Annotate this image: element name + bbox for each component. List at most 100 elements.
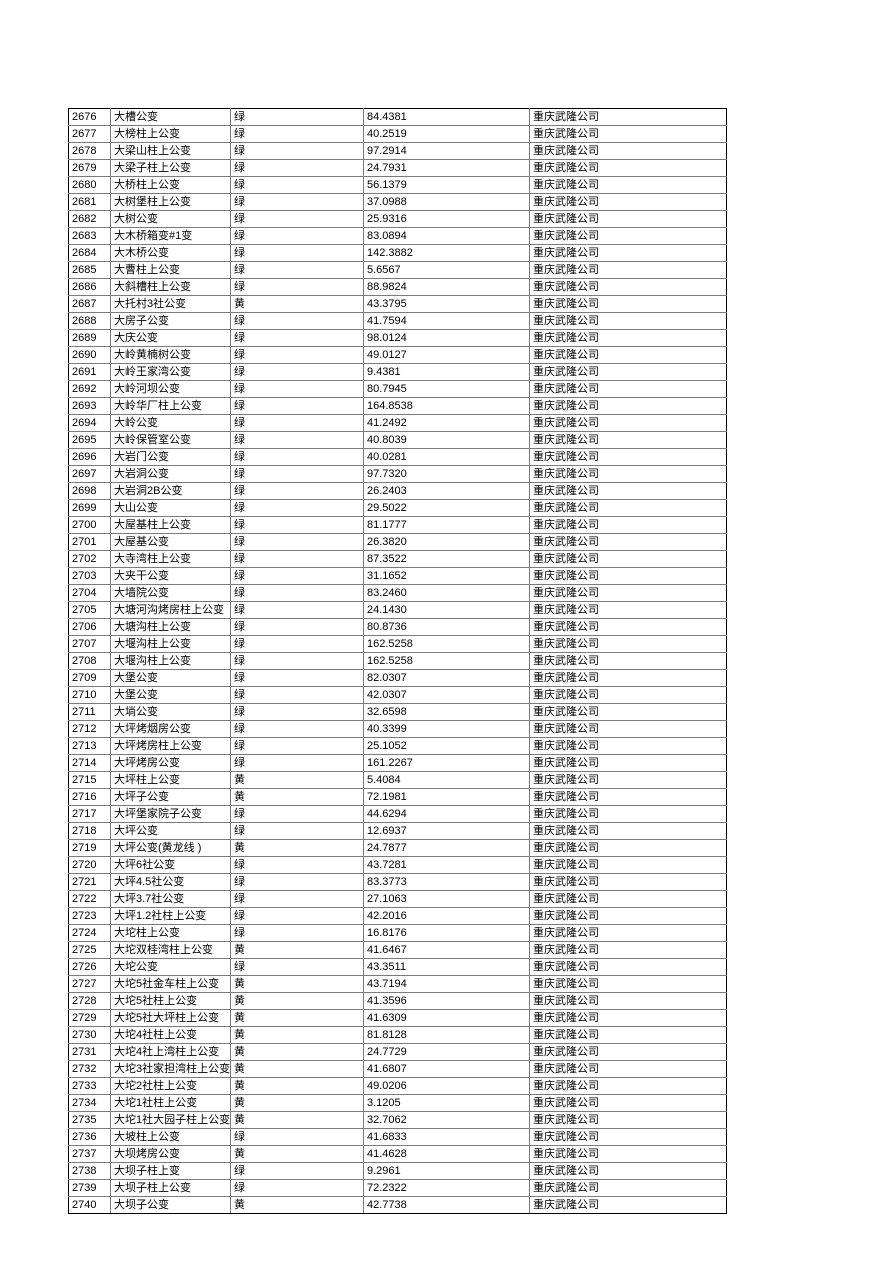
- table-row[interactable]: 2678 大梁山柱上公变绿 97.2914 重庆武隆公司: [68, 142, 727, 160]
- cell-id: 2738: [68, 1162, 111, 1180]
- cell-value: 42.7738: [363, 1196, 530, 1214]
- table-row[interactable]: 2726 大坨公变绿 43.3511 重庆武隆公司: [68, 958, 727, 976]
- table-row[interactable]: 2705 大塘河沟烤房柱上公变绿 24.1430 重庆武隆公司: [68, 601, 727, 619]
- table-row[interactable]: 2735 大坨1社大园子柱上公变黄 32.7062 重庆武隆公司: [68, 1111, 727, 1129]
- cell-organization: 重庆武隆公司: [529, 788, 727, 806]
- table-row[interactable]: 2701 大屋基公变绿 26.3820 重庆武隆公司: [68, 533, 727, 551]
- table-row[interactable]: 2697 大岩洞公变绿 97.7320 重庆武隆公司: [68, 465, 727, 483]
- cell-organization: 重庆武隆公司: [529, 1128, 727, 1146]
- table-row[interactable]: 2686 大斜槽柱上公变绿 88.9824 重庆武隆公司: [68, 278, 727, 296]
- table-row[interactable]: 2734 大坨1社柱上公变黄 3.1205 重庆武隆公司: [68, 1094, 727, 1112]
- table-row[interactable]: 2733 大坨2社柱上公变黄 49.0206 重庆武隆公司: [68, 1077, 727, 1095]
- table-row[interactable]: 2740 大坝子公变黄 42.7738 重庆武隆公司: [68, 1196, 727, 1214]
- cell-id: 2691: [68, 363, 111, 381]
- table-row[interactable]: 2712 大坪烤烟房公变绿 40.3399 重庆武隆公司: [68, 720, 727, 738]
- cell-station-name: 大坨5社大坪柱上公变: [110, 1009, 231, 1027]
- cell-organization: 重庆武隆公司: [529, 278, 727, 296]
- table-row[interactable]: 2680 大桥柱上公变绿 56.1379 重庆武隆公司: [68, 176, 727, 194]
- table-row[interactable]: 2693 大岭华厂柱上公变绿 164.8538 重庆武隆公司: [68, 397, 727, 415]
- table-row[interactable]: 2698 大岩洞2B公变绿 26.2403 重庆武隆公司: [68, 482, 727, 500]
- table-row[interactable]: 2679 大梁子柱上公变绿 24.7931 重庆武隆公司: [68, 159, 727, 177]
- table-row[interactable]: 2727 大坨5社金车柱上公变黄 43.7194 重庆武隆公司: [68, 975, 727, 993]
- table-row[interactable]: 2724 大坨柱上公变绿 16.8176 重庆武隆公司: [68, 924, 727, 942]
- cell-value: 40.8039: [363, 431, 530, 449]
- cell-station-name: 大木桥公变: [110, 244, 231, 262]
- table-row[interactable]: 2707 大堰沟柱上公变绿 162.5258 重庆武隆公司: [68, 635, 727, 653]
- table-row[interactable]: 2723 大坪1.2社柱上公变绿 42.2016 重庆武隆公司: [68, 907, 727, 925]
- table-row[interactable]: 2676 大槽公变绿 84.4381 重庆武隆公司: [68, 108, 727, 126]
- table-row[interactable]: 2719 大坪公变(黄龙线 ) 黄 24.7877 重庆武隆公司: [68, 839, 727, 857]
- table-row[interactable]: 2720 大坪6社公变绿 43.7281 重庆武隆公司: [68, 856, 727, 874]
- cell-color-grade: 绿: [230, 227, 364, 245]
- table-row[interactable]: 2714 大坪烤房公变绿 161.2267 重庆武隆公司: [68, 754, 727, 772]
- table-row[interactable]: 2711 大埫公变绿 32.6598 重庆武隆公司: [68, 703, 727, 721]
- table-row[interactable]: 2700 大屋基柱上公变绿 81.1777 重庆武隆公司: [68, 516, 727, 534]
- cell-id: 2696: [68, 448, 111, 466]
- table-row[interactable]: 2688 大房子公变绿 41.7594 重庆武隆公司: [68, 312, 727, 330]
- cell-organization: 重庆武隆公司: [529, 210, 727, 228]
- table-row[interactable]: 2677 大榜柱上公变绿 40.2519 重庆武隆公司: [68, 125, 727, 143]
- table-row[interactable]: 2722 大坪3.7社公变绿 27.1063 重庆武隆公司: [68, 890, 727, 908]
- table-row[interactable]: 2694 大岭公变绿 41.2492 重庆武隆公司: [68, 414, 727, 432]
- cell-organization: 重庆武隆公司: [529, 108, 727, 126]
- cell-color-grade: 绿: [230, 516, 364, 534]
- table-row[interactable]: 2685 大曹柱上公变绿 5.6567 重庆武隆公司: [68, 261, 727, 279]
- cell-station-name: 大曹柱上公变: [110, 261, 231, 279]
- cell-color-grade: 黄: [230, 1026, 364, 1044]
- table-row[interactable]: 2691 大岭王家湾公变绿 9.4381 重庆武隆公司: [68, 363, 727, 381]
- cell-organization: 重庆武隆公司: [529, 907, 727, 925]
- cell-value: 24.7729: [363, 1043, 530, 1061]
- table-body: 2676 大槽公变绿 84.4381 重庆武隆公司 2677 大榜柱上公变绿 40.2519…: [68, 108, 727, 1214]
- cell-station-name: 大坪堡家院子公变: [110, 805, 231, 823]
- cell-organization: 重庆武隆公司: [529, 839, 727, 857]
- table-row[interactable]: 2703 大夹干公变绿 31.1652 重庆武隆公司: [68, 567, 727, 585]
- table-row[interactable]: 2683 大木桥箱变#1变绿 83.0894 重庆武隆公司: [68, 227, 727, 245]
- table-row[interactable]: 2728 大坨5社柱上公变黄 41.3596 重庆武隆公司: [68, 992, 727, 1010]
- table-row[interactable]: 2737 大坝烤房公变黄 41.4628 重庆武隆公司: [68, 1145, 727, 1163]
- cell-id: 2739: [68, 1179, 111, 1197]
- cell-color-grade: 黄: [230, 788, 364, 806]
- cell-station-name: 大坨柱上公变: [110, 924, 231, 942]
- table-row[interactable]: 2718 大坪公变绿 12.6937 重庆武隆公司: [68, 822, 727, 840]
- table-row[interactable]: 2710 大堡公变绿 42.0307 重庆武隆公司: [68, 686, 727, 704]
- cell-color-grade: 绿: [230, 125, 364, 143]
- table-row[interactable]: 2730 大坨4社柱上公变黄 81.8128 重庆武隆公司: [68, 1026, 727, 1044]
- table-row[interactable]: 2692 大岭河坝公变绿 80.7945 重庆武隆公司: [68, 380, 727, 398]
- table-row[interactable]: 2689 大庆公变绿 98.0124 重庆武隆公司: [68, 329, 727, 347]
- cell-organization: 重庆武隆公司: [529, 142, 727, 160]
- table-row[interactable]: 2721 大坪4.5社公变绿 83.3773 重庆武隆公司: [68, 873, 727, 891]
- table-row[interactable]: 2706 大塘沟柱上公变绿 80.8736 重庆武隆公司: [68, 618, 727, 636]
- table-row[interactable]: 2702 大寺湾柱上公变绿 87.3522 重庆武隆公司: [68, 550, 727, 568]
- table-row[interactable]: 2696 大岩门公变绿 40.0281 重庆武隆公司: [68, 448, 727, 466]
- table-row[interactable]: 2736 大坡柱上公变绿 41.6833 重庆武隆公司: [68, 1128, 727, 1146]
- table-row[interactable]: 2717 大坪堡家院子公变绿 44.6294 重庆武隆公司: [68, 805, 727, 823]
- table-row[interactable]: 2699 大山公变绿 29.5022 重庆武隆公司: [68, 499, 727, 517]
- table-row[interactable]: 2695 大岭保管室公变绿 40.8039 重庆武隆公司: [68, 431, 727, 449]
- table-row[interactable]: 2716 大坪子公变黄 72.1981 重庆武隆公司: [68, 788, 727, 806]
- table-row[interactable]: 2687 大托村3社公变黄 43.3795 重庆武隆公司: [68, 295, 727, 313]
- table-row[interactable]: 2739 大坝子柱上公变绿 72.2322 重庆武隆公司: [68, 1179, 727, 1197]
- cell-station-name: 大坪烤房柱上公变: [110, 737, 231, 755]
- cell-id: 2723: [68, 907, 111, 925]
- table-row[interactable]: 2731 大坨4社上湾柱上公变黄 24.7729 重庆武隆公司: [68, 1043, 727, 1061]
- table-row[interactable]: 2684 大木桥公变绿 142.3882 重庆武隆公司: [68, 244, 727, 262]
- table-row[interactable]: 2704 大墙院公变绿 83.2460 重庆武隆公司: [68, 584, 727, 602]
- table-row[interactable]: 2709 大堡公变绿 82.0307 重庆武隆公司: [68, 669, 727, 687]
- table-row[interactable]: 2713 大坪烤房柱上公变绿 25.1052 重庆武隆公司: [68, 737, 727, 755]
- table-row[interactable]: 2682 大树公变绿 25.9316 重庆武隆公司: [68, 210, 727, 228]
- table-row[interactable]: 2690 大岭黄楠树公变绿 49.0127 重庆武隆公司: [68, 346, 727, 364]
- table-row[interactable]: 2725 大坨双桂湾柱上公变黄 41.6467 重庆武隆公司: [68, 941, 727, 959]
- table-row[interactable]: 2729 大坨5社大坪柱上公变黄 41.6309 重庆武隆公司: [68, 1009, 727, 1027]
- cell-color-grade: 绿: [230, 176, 364, 194]
- table-row[interactable]: 2732 大坨3社家担湾柱上公变黄 41.6807 重庆武隆公司: [68, 1060, 727, 1078]
- cell-value: 81.1777: [363, 516, 530, 534]
- cell-id: 2703: [68, 567, 111, 585]
- table-row[interactable]: 2681 大树堡柱上公变绿 37.0988 重庆武隆公司: [68, 193, 727, 211]
- cell-station-name: 大岭保管室公变: [110, 431, 231, 449]
- table-row[interactable]: 2708 大堰沟柱上公变绿 162.5258 重庆武隆公司: [68, 652, 727, 670]
- cell-id: 2718: [68, 822, 111, 840]
- cell-organization: 重庆武隆公司: [529, 856, 727, 874]
- table-row[interactable]: 2715 大坪柱上公变黄 5.4084 重庆武隆公司: [68, 771, 727, 789]
- cell-color-grade: 绿: [230, 737, 364, 755]
- table-row[interactable]: 2738 大坝子柱上变绿 9.2961 重庆武隆公司: [68, 1162, 727, 1180]
